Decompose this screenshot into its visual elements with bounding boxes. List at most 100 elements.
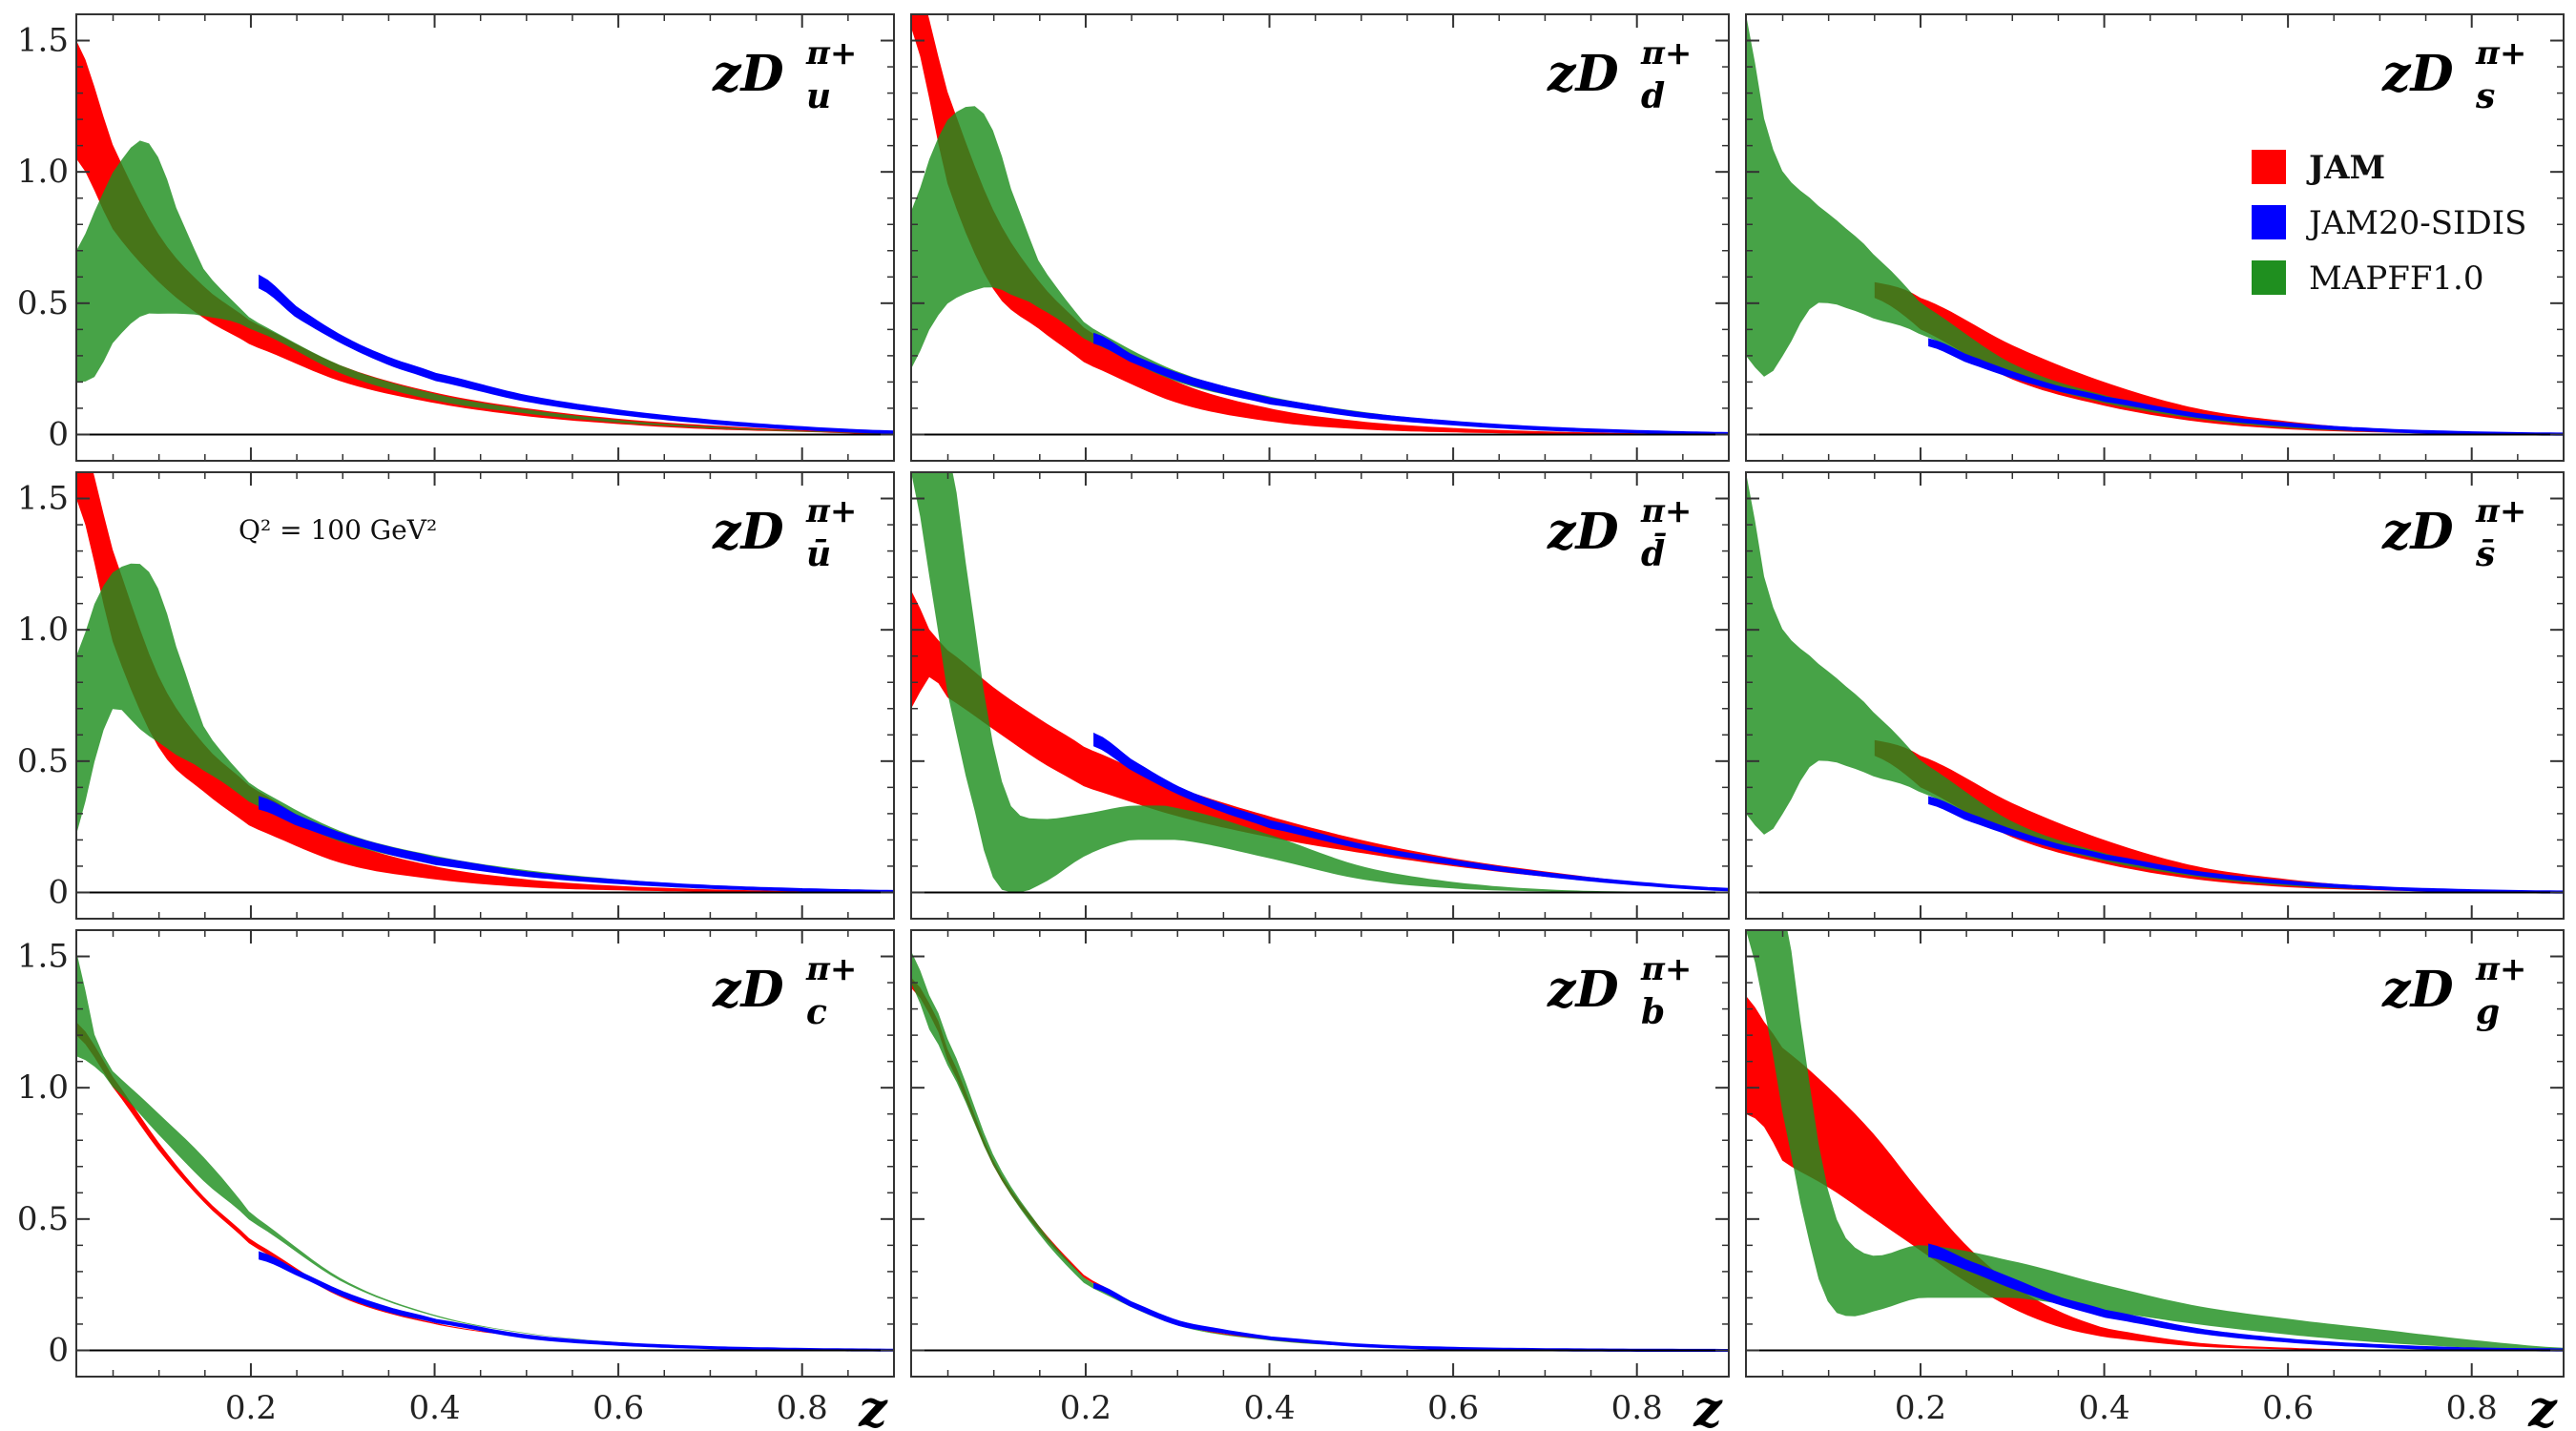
legend-swatch (2252, 150, 2286, 184)
band-mapff1-0 (1746, 472, 2564, 893)
x-axis-label: z (2527, 1380, 2558, 1431)
plot-area (76, 40, 894, 435)
x-tick-label: 0.6 (592, 1389, 644, 1427)
panel-label: zD (712, 503, 784, 561)
panel-label-superscript: π+ (1640, 34, 1692, 73)
band-mapff1-0 (911, 472, 1729, 893)
legend-swatch (2252, 260, 2286, 295)
y-tick-label: 1.5 (17, 938, 69, 976)
panel-frame (910, 471, 1730, 920)
band-jam (1874, 739, 2564, 893)
panel-s: zD sπ+ JAM JAM20-SIDIS MAPFF1.0 (1745, 13, 2565, 462)
y-tick-label: 1.0 (17, 611, 69, 649)
band-jam20-sidis (1928, 338, 2564, 436)
band-jam20-sidis (1093, 1282, 1729, 1352)
x-tick-label: 0.8 (1611, 1389, 1663, 1427)
x-tick-label: 0.4 (1244, 1389, 1296, 1427)
panel-label-subscript: u (806, 76, 831, 116)
panel-frame (910, 929, 1730, 1378)
panel-label-subscript: d̄ (1641, 532, 1667, 574)
x-tick-label: 0.8 (777, 1389, 828, 1427)
legend-label: JAM (2306, 149, 2385, 187)
panel-ubar: 0 0.5 1.0 1.5 zD ū π+ Q² = 100 GeV² (17, 471, 895, 920)
panel-label-subscript: s (2475, 76, 2495, 116)
band-jam (1874, 281, 2564, 435)
band-jam (76, 472, 894, 893)
band-mapff1-0 (76, 140, 894, 434)
panel-label-superscript: π+ (1640, 492, 1692, 530)
legend-swatch (2252, 205, 2286, 239)
y-tick-label: 0 (48, 1331, 69, 1369)
band-mapff1-0 (1746, 14, 2564, 435)
y-tick-label: 1.0 (17, 1068, 69, 1107)
band-mapff1-0 (76, 563, 894, 892)
x-tick-label: 0.4 (409, 1389, 461, 1427)
band-jam20-sidis (1928, 1243, 2564, 1352)
panel-dbar: zD d̄π+ (910, 471, 1730, 920)
panel-c: 0 0.5 1.0 1.5 0.2 0.4 0.6 0.8 z zD c π+ (17, 929, 895, 1431)
x-tick-label: 0.4 (2079, 1389, 2130, 1427)
panel-label-subscript: s̄ (2475, 534, 2495, 574)
plot-area (1746, 472, 2564, 894)
panel-frame (1745, 471, 2565, 920)
panel-label: zD (2381, 45, 2454, 103)
panel-u: 0 0.5 1.0 1.5 zD uπ+ (17, 13, 895, 462)
panel-label: zD (2381, 961, 2454, 1019)
legend-label: JAM20-SIDIS (2306, 204, 2526, 242)
panel-frame (1745, 13, 2565, 462)
panel-d: zD dπ+ (910, 13, 1730, 462)
panel-label: zD (712, 45, 784, 103)
panel-b: 0.2 0.4 0.6 0.8 z zD b π+ (910, 929, 1730, 1431)
panel-label-subscript: ū (806, 534, 831, 574)
band-jam20-sidis (259, 274, 894, 434)
panel-sbar: zD s̄ π+ (1745, 471, 2565, 920)
y-tick-label: 0 (48, 415, 69, 453)
band-jam (911, 590, 1729, 890)
band-jam (911, 977, 1729, 1351)
panel-label-superscript: π+ (2475, 950, 2526, 988)
band-jam (76, 1022, 894, 1351)
x-tick-label: 0.6 (1427, 1389, 1479, 1427)
panel-label: zD (1547, 503, 1619, 561)
panel-g: 0.2 0.4 0.6 0.8 z zD g π+ (1745, 929, 2565, 1431)
panel-frame (1745, 929, 2565, 1378)
x-tick-label: 0.6 (2262, 1389, 2314, 1427)
panel-frame (75, 13, 895, 462)
x-tick-label: 0.2 (1895, 1389, 1946, 1427)
legend-label: MAPFF1.0 (2309, 259, 2484, 298)
x-axis-label: z (1693, 1380, 1723, 1431)
plot-area (76, 472, 894, 894)
y-tick-label: 1.5 (17, 480, 69, 518)
panel-label: zD (2381, 503, 2454, 561)
band-jam20-sidis (1928, 796, 2564, 894)
panel-label-superscript: π+ (1640, 950, 1692, 988)
x-tick-label: 0.2 (225, 1389, 277, 1427)
panel-label-subscript: d (1641, 76, 1665, 116)
y-tick-label: 0.5 (17, 1200, 69, 1238)
panel-label: zD (1547, 45, 1619, 103)
panel-label-superscript: π+ (2475, 34, 2526, 73)
panel-label-superscript: π+ (805, 950, 857, 988)
y-tick-label: 0.5 (17, 742, 69, 780)
plot-area (1746, 930, 2564, 1352)
panel-frame (910, 13, 1730, 462)
panel-label-superscript: π+ (805, 492, 857, 530)
band-jam20-sidis (259, 796, 894, 894)
plot-area (1746, 14, 2564, 436)
panel-label-subscript: b (1641, 992, 1665, 1032)
legend: JAM JAM20-SIDIS MAPFF1.0 (2252, 149, 2526, 298)
panel-frame (75, 471, 895, 920)
x-tick-label: 0.2 (1060, 1389, 1111, 1427)
y-tick-label: 0.5 (17, 284, 69, 322)
panel-label: zD (712, 961, 784, 1019)
panel-label-superscript: π+ (805, 34, 857, 73)
x-axis-label: z (858, 1380, 888, 1431)
panel-label-superscript: π+ (2475, 492, 2526, 530)
plot-area (911, 14, 1729, 436)
panel-label-subscript: c (806, 992, 827, 1032)
panel-frame (75, 929, 895, 1378)
y-tick-label: 1.0 (17, 153, 69, 191)
q2-annotation: Q² = 100 GeV² (239, 514, 437, 546)
band-jam20-sidis (1093, 732, 1729, 892)
